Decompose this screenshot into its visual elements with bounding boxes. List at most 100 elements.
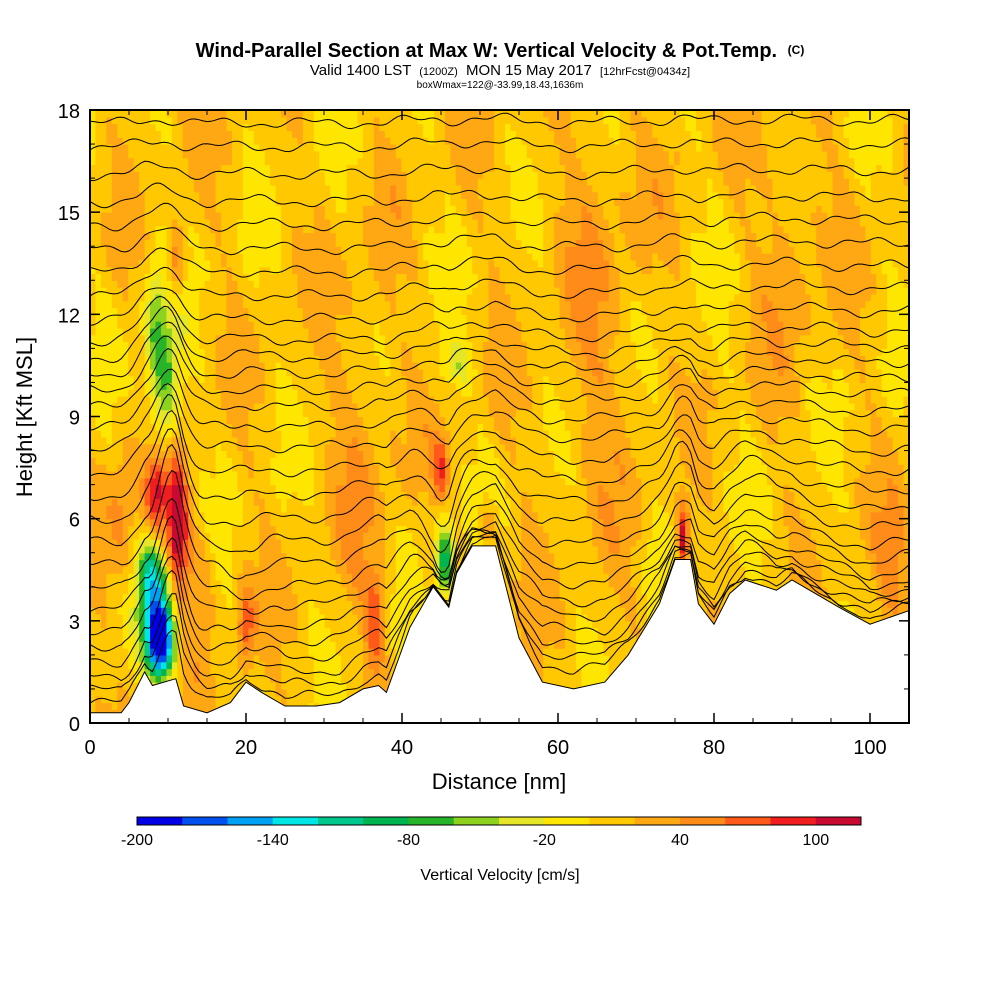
velocity-cell xyxy=(690,518,730,527)
velocity-cell xyxy=(395,307,435,315)
velocity-cell xyxy=(788,484,828,493)
velocity-cell xyxy=(810,293,828,302)
velocity-cell xyxy=(630,436,681,445)
velocity-cell xyxy=(750,382,801,390)
velocity-cell xyxy=(865,402,877,411)
velocity-cell xyxy=(674,198,708,206)
velocity-cell xyxy=(297,389,331,397)
velocity-cell xyxy=(903,164,909,172)
isentrope-line xyxy=(90,202,909,232)
velocity-cell xyxy=(433,293,468,302)
velocity-cell xyxy=(717,389,752,397)
velocity-cell xyxy=(783,334,801,343)
velocity-cell xyxy=(188,321,200,329)
velocity-cell xyxy=(373,518,386,527)
velocity-cell xyxy=(816,225,866,234)
velocity-cell xyxy=(903,157,909,166)
velocity-cell xyxy=(390,355,402,363)
velocity-cell xyxy=(177,641,184,649)
velocity-cell xyxy=(788,579,823,588)
velocity-cell xyxy=(668,157,675,166)
velocity-cell xyxy=(483,375,533,384)
velocity-cell xyxy=(237,600,244,608)
velocity-cell xyxy=(832,368,845,377)
velocity-cell xyxy=(488,259,495,268)
velocity-cell xyxy=(248,430,282,438)
velocity-cell xyxy=(575,607,582,615)
velocity-cell xyxy=(171,573,178,581)
velocity-cell xyxy=(395,280,430,288)
velocity-cell xyxy=(832,178,850,186)
velocity-cell xyxy=(166,505,173,513)
velocity-cell xyxy=(160,586,168,595)
velocity-cell xyxy=(150,668,157,676)
velocity-cell xyxy=(281,430,309,438)
velocity-cell xyxy=(455,171,484,179)
isentrope-line xyxy=(90,383,909,454)
velocity-cell xyxy=(215,443,222,452)
velocity-cell xyxy=(532,164,566,172)
velocity-cell xyxy=(379,593,386,601)
velocity-cell xyxy=(450,430,479,438)
velocity-cell xyxy=(144,634,151,642)
velocity-cell xyxy=(799,505,839,513)
velocity-cell xyxy=(565,627,577,636)
velocity-cell xyxy=(133,614,140,622)
velocity-cell xyxy=(521,641,550,649)
velocity-cell xyxy=(106,246,146,254)
velocity-cell xyxy=(275,416,309,424)
velocity-cell xyxy=(521,559,555,567)
velocity-cell xyxy=(816,123,834,132)
velocity-cell xyxy=(150,253,168,261)
velocity-cell xyxy=(237,287,299,295)
velocity-cell xyxy=(488,307,517,315)
velocity-cell xyxy=(122,614,129,622)
velocity-cell xyxy=(150,579,157,588)
velocity-cell xyxy=(210,225,222,234)
velocity-cell xyxy=(166,668,173,676)
velocity-cell xyxy=(439,484,446,493)
velocity-cell xyxy=(739,416,746,424)
velocity-cell xyxy=(799,266,823,275)
velocity-cell xyxy=(788,239,817,247)
velocity-cell xyxy=(133,511,140,520)
velocity-cell xyxy=(139,552,146,561)
velocity-cell xyxy=(379,484,402,493)
velocity-cell xyxy=(892,477,905,486)
velocity-cell xyxy=(543,648,577,656)
velocity-cell xyxy=(144,191,200,200)
velocity-cell xyxy=(182,661,195,670)
velocity-cell xyxy=(504,491,522,499)
velocity-cell xyxy=(848,389,866,397)
velocity-cell xyxy=(450,355,468,363)
velocity-cell xyxy=(663,198,675,206)
velocity-cell xyxy=(90,498,113,506)
velocity-cell xyxy=(565,620,577,629)
velocity-cell xyxy=(537,191,566,200)
velocity-cell xyxy=(341,341,375,349)
velocity-cell xyxy=(674,184,708,193)
velocity-cell xyxy=(313,477,326,486)
velocity-cell xyxy=(166,259,173,268)
velocity-cell xyxy=(182,552,189,561)
velocity-cell xyxy=(341,539,364,547)
velocity-cell xyxy=(783,321,812,329)
velocity-cell xyxy=(761,307,779,315)
velocity-cell xyxy=(390,191,397,200)
velocity-cell xyxy=(783,327,812,336)
velocity-cell xyxy=(357,436,370,445)
velocity-cell xyxy=(292,246,342,254)
velocity-cell xyxy=(898,573,909,581)
velocity-cell xyxy=(253,498,266,506)
velocity-cell xyxy=(859,218,909,227)
terrain xyxy=(90,545,909,723)
velocity-cell xyxy=(395,144,451,152)
velocity-cell xyxy=(619,212,659,220)
velocity-cell xyxy=(532,253,544,261)
velocity-cell xyxy=(876,409,894,418)
velocity-cell xyxy=(144,362,151,370)
velocity-cell xyxy=(341,355,380,363)
velocity-cell xyxy=(756,184,774,193)
velocity-cell xyxy=(100,273,113,281)
velocity-cell xyxy=(461,375,468,384)
